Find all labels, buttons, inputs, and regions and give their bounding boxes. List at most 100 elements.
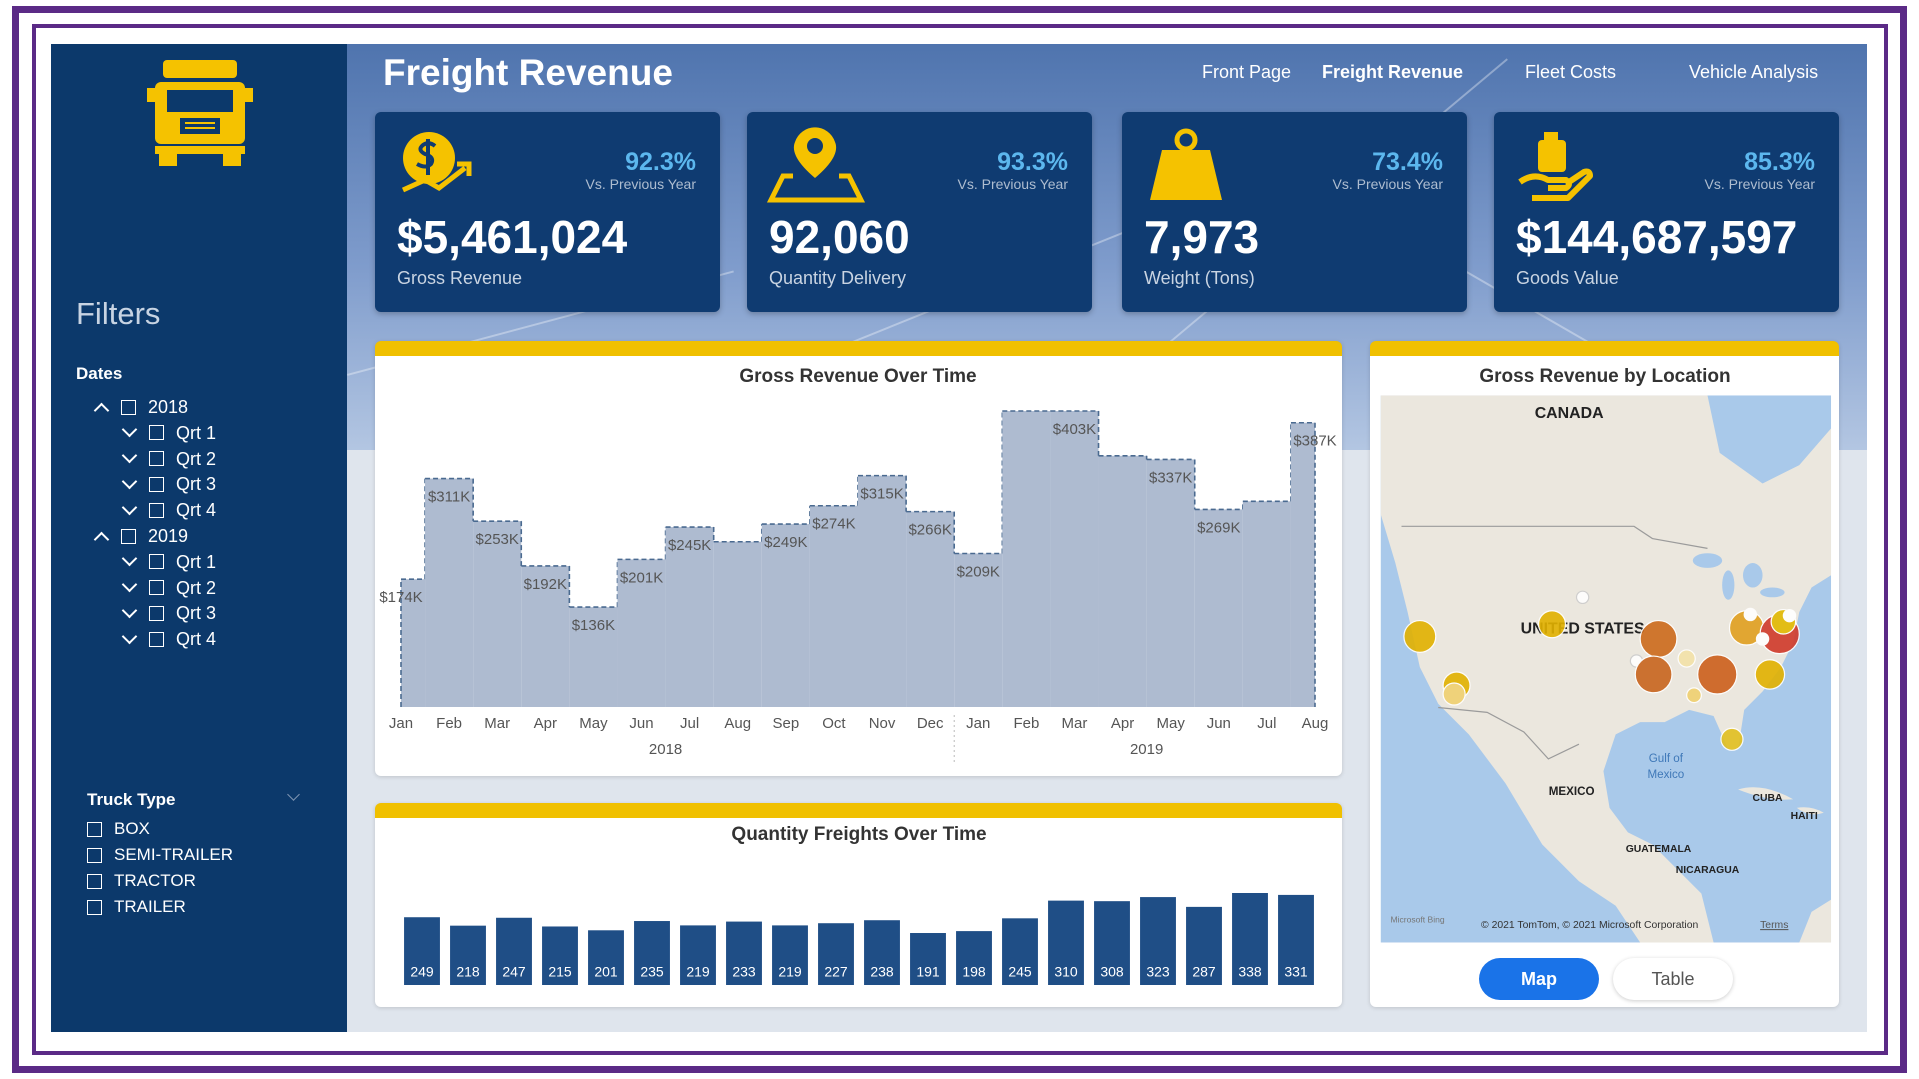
option-label: SEMI-TRAILER: [114, 845, 234, 864]
checkbox[interactable]: [149, 476, 164, 492]
kpi-change-label: Vs. Previous Year: [585, 176, 696, 192]
x-tick-label: May: [1157, 715, 1186, 732]
step-area: [521, 565, 570, 707]
lake: [1760, 587, 1785, 598]
step-area: [425, 478, 474, 707]
checkbox[interactable]: [87, 821, 102, 837]
step-area: [1194, 509, 1243, 707]
tree-quarter: Qrt 3: [121, 602, 217, 624]
bar: [1140, 897, 1176, 985]
nav-link[interactable]: Fleet Costs: [1525, 62, 1617, 82]
year-label: 2019: [148, 526, 189, 546]
data-label: 219: [778, 964, 802, 980]
data-label: $274K: [812, 516, 855, 533]
step-area: [1290, 422, 1315, 707]
x-group-label: 2019: [1130, 741, 1163, 758]
step-area: [473, 521, 522, 707]
step-area: [954, 553, 1003, 707]
tree-quarter: Qrt 3: [121, 473, 216, 495]
bar: [864, 920, 900, 985]
step-area: [1146, 459, 1195, 707]
checkbox[interactable]: [149, 631, 164, 647]
nav-link[interactable]: Vehicle Analysis: [1689, 62, 1819, 82]
checkbox[interactable]: [149, 502, 164, 518]
bar: [496, 917, 532, 985]
checkbox[interactable]: [87, 899, 102, 915]
x-tick-label: Feb: [436, 715, 462, 732]
checkbox[interactable]: [149, 605, 164, 621]
data-label: $245K: [668, 537, 711, 554]
x-tick-label: Mar: [1062, 715, 1088, 732]
step-area: [858, 475, 907, 707]
quarter-label: Qrt 3: [176, 603, 217, 624]
nav-link[interactable]: Freight Revenue: [1322, 62, 1464, 82]
kpi-change-label: Vs. Previous Year: [1704, 176, 1815, 192]
bubble: [1537, 610, 1567, 639]
x-tick-label: Oct: [822, 715, 846, 732]
x-tick-label: Sep: [772, 715, 799, 732]
step-area: [1098, 455, 1147, 707]
bubble: [1639, 619, 1678, 658]
data-label: 308: [1100, 964, 1124, 980]
tree-quarter: Qrt 4: [121, 628, 217, 650]
dates-title: Dates: [76, 364, 123, 383]
x-tick-label: Jun: [1207, 715, 1231, 732]
x-group-label: 2018: [649, 741, 682, 758]
step-area: [617, 559, 666, 707]
checkbox[interactable]: [149, 425, 164, 441]
option-label: TRAILER: [114, 897, 186, 916]
quarter-label: Qrt 1: [176, 422, 217, 443]
checkbox[interactable]: [121, 528, 136, 544]
data-label: 233: [732, 964, 756, 980]
checkbox[interactable]: [149, 451, 164, 467]
kpi-card: 85.3% Vs. Previous Year $144,687,597 Goo…: [1494, 112, 1839, 312]
checkbox[interactable]: [87, 873, 102, 889]
x-tick-label: Apr: [534, 715, 557, 732]
step-area: [761, 524, 810, 707]
kpi-change: 92.3%: [625, 148, 696, 176]
filters-title: Filters: [76, 296, 161, 331]
checkbox[interactable]: [87, 847, 102, 863]
bar: [404, 917, 440, 985]
toggle-button[interactable]: Map: [1479, 958, 1599, 1000]
step-area: [401, 579, 426, 707]
data-label: 245: [1008, 964, 1032, 980]
checkbox[interactable]: [121, 399, 136, 415]
x-tick-label: Feb: [1013, 715, 1039, 732]
tree-quarter: Qrt 1: [121, 551, 217, 573]
tree-quarter: Qrt 2: [121, 576, 216, 599]
data-label: $387K: [1293, 433, 1336, 450]
inner-frame: [32, 24, 1888, 1055]
data-label: $403K: [1053, 421, 1096, 438]
bubble: [1575, 590, 1590, 605]
step-area: [1002, 411, 1051, 707]
quarter-label: Qrt 4: [176, 629, 217, 650]
quarter-label: Qrt 4: [176, 500, 217, 521]
toggle-button[interactable]: Table: [1613, 958, 1733, 1000]
quarter-label: Qrt 2: [176, 448, 217, 469]
quarter-label: Qrt 1: [176, 551, 217, 572]
bar: [1186, 906, 1222, 985]
checkbox[interactable]: [149, 580, 164, 596]
kpi-label: Goods Value: [1516, 268, 1619, 288]
truck-option: TRAILER: [87, 896, 186, 918]
step-area: [906, 511, 955, 707]
kpi-change: 93.3%: [997, 148, 1068, 176]
map-label: Mexico: [1647, 768, 1684, 781]
step-area: [713, 541, 762, 707]
x-tick-label: Mar: [484, 715, 510, 732]
data-label: 218: [456, 964, 480, 980]
truck-icon: [147, 60, 253, 166]
lake: [1742, 563, 1763, 588]
nav-link[interactable]: Front Page: [1202, 62, 1292, 82]
checkbox[interactable]: [149, 554, 164, 570]
map-terms[interactable]: Terms: [1760, 920, 1788, 931]
bar: [956, 931, 992, 985]
data-label: 235: [640, 964, 664, 980]
bubble: [1634, 655, 1673, 694]
step-area: [1050, 411, 1099, 707]
